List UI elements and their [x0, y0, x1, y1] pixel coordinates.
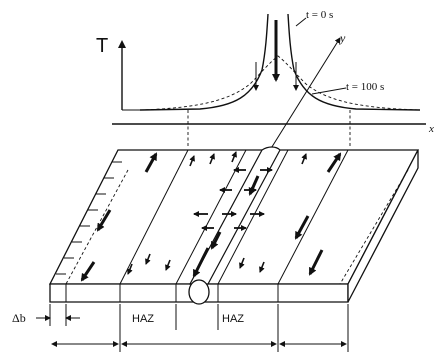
zone-line-3 — [217, 149, 289, 285]
t0-label: t = 0 s — [306, 9, 333, 21]
y-axis-label: y — [339, 31, 346, 45]
delta-b-label: Δb — [12, 311, 26, 325]
t0-pointer — [295, 17, 307, 27]
plate-side-face — [347, 149, 419, 303]
left-edge-ticks — [56, 161, 122, 275]
t100-label: t = 100 s — [346, 81, 384, 93]
dimension-annotations: Δb HAZ HAZ — [12, 304, 349, 352]
weld-bead-section — [188, 279, 210, 305]
dashed-zone-right — [339, 169, 409, 285]
longitudinal-stress-arrows — [80, 152, 342, 282]
x-axis-label: x — [428, 123, 434, 135]
small-zone-arrows — [127, 151, 307, 275]
haz-left-label: HAZ — [132, 313, 154, 325]
t100-pointer — [311, 87, 347, 95]
haz-right-label: HAZ — [222, 313, 244, 325]
temperature-axis-label: T — [96, 35, 108, 57]
zone-line-4 — [277, 149, 349, 285]
zone-line-1 — [119, 149, 189, 285]
welded-plate — [48, 146, 420, 305]
temperature-curve-t100 — [139, 55, 421, 111]
y-axis-line — [269, 37, 341, 151]
temperature-curve-t0 — [139, 13, 421, 111]
transverse-stress-arrows — [193, 167, 273, 231]
temperature-graph: T t = 0 s t = 100 s y x — [96, 9, 434, 151]
